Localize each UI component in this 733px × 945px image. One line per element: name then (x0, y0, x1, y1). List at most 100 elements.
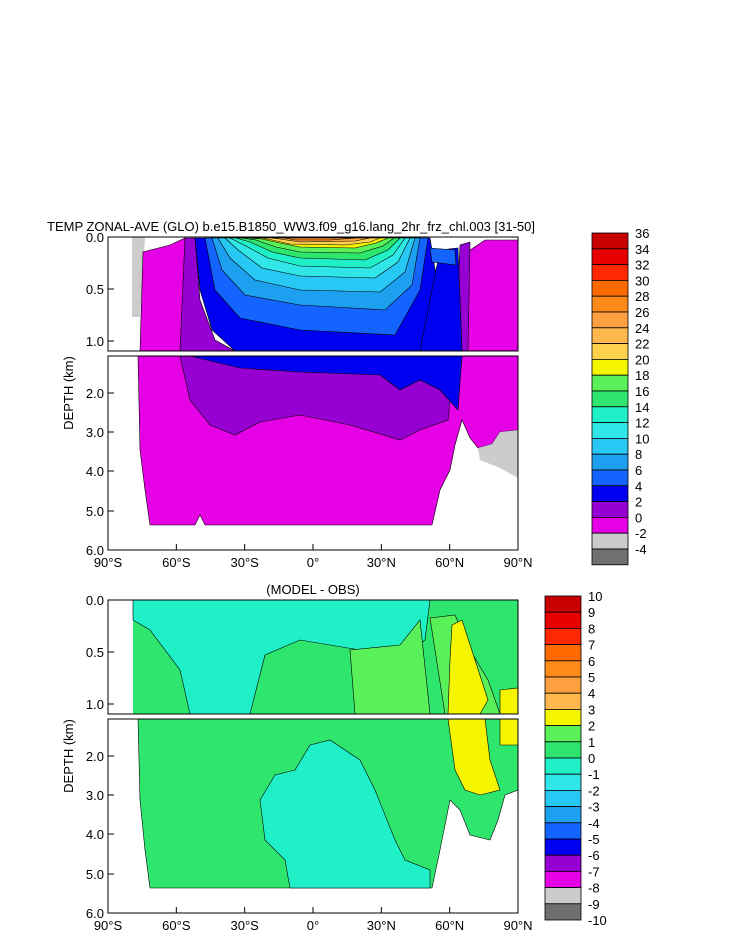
colorbar-swatch (591, 422, 629, 439)
colorbar-swatch (544, 773, 582, 791)
colorbar-swatch (591, 501, 629, 518)
colorbar-swatch (544, 790, 582, 808)
x-tick-label: 90°N (503, 555, 532, 570)
colorbar-label: 28 (635, 289, 649, 304)
colorbar-swatch (591, 548, 629, 566)
colorbar-label: 9 (588, 605, 595, 620)
y-tick-label: 2.0 (86, 749, 104, 764)
contour-band (189, 355, 463, 411)
colorbar-swatch (544, 887, 582, 905)
colorbar-swatch (544, 822, 582, 840)
colorbar-swatch (591, 279, 629, 297)
colorbar-label: 6 (635, 463, 642, 478)
colorbar-label: -6 (588, 848, 600, 863)
panel2-upper-frame (107, 599, 519, 715)
y-tick-label: 5.0 (86, 504, 104, 519)
x-tick-label: 30°N (367, 918, 396, 933)
panel1-upper-field (107, 236, 519, 352)
panel2-ylabel: DEPTH (km) (61, 719, 76, 793)
colorbar-swatch (591, 264, 629, 281)
colorbar-swatch (544, 757, 582, 775)
y-tick-label: 6.0 (86, 906, 104, 921)
colorbar-swatch (544, 611, 582, 629)
land-mask (478, 430, 518, 478)
panel1-axes: 90°S 60°S 30°S 0° 30°N 60°N 90°N 0.0 0.5 1.0 2.0 3.… (86, 230, 533, 570)
y-tick-label: 2.0 (86, 386, 104, 401)
colorbar-label: 22 (635, 337, 649, 352)
colorbar-label: -3 (588, 800, 600, 815)
panel1-lower-field (107, 355, 519, 551)
colorbar-swatch (544, 595, 582, 613)
colorbar-swatch (591, 437, 629, 455)
colorbar-swatch (544, 871, 582, 889)
colorbar-swatch (591, 453, 629, 471)
colorbar-swatch (591, 485, 629, 502)
contour-band (461, 239, 519, 352)
x-tick-label: 90°S (94, 555, 123, 570)
colorbar-label: 4 (588, 686, 595, 701)
colorbar-label: 30 (635, 273, 649, 288)
colorbar-swatch (544, 644, 582, 662)
colorbar-label: 12 (635, 416, 649, 431)
colorbar-swatch (544, 660, 582, 678)
y-tick-label: 4.0 (86, 827, 104, 842)
x-tick-label: 30°S (230, 555, 259, 570)
x-tick-label: 30°N (367, 555, 396, 570)
colorbar-label: -9 (588, 897, 600, 912)
colorbar-swatch (591, 517, 629, 534)
contour-band (429, 247, 457, 266)
colorbar-label: 34 (635, 242, 649, 257)
x-tick-label: 30°S (230, 918, 259, 933)
colorbar-label: -2 (588, 783, 600, 798)
colorbar-swatch (591, 406, 629, 423)
colorbar-label: -1 (588, 767, 600, 782)
panel2-upper-field (107, 599, 519, 715)
panel2-axes: 90°S 60°S 30°S 0° 30°N 60°N 90°N 0.0 0.5 1.0 2.0 3.… (86, 593, 533, 933)
y-tick-label: 0.0 (86, 593, 104, 608)
y-tick-label: 1.0 (86, 334, 104, 349)
contour-band (447, 718, 501, 796)
x-tick-label: 90°S (94, 918, 123, 933)
colorbar-swatch (591, 311, 629, 329)
colorbar-swatch (544, 709, 582, 727)
contour-band (284, 237, 356, 241)
contour-band (499, 718, 519, 746)
colorbar-swatch (544, 854, 582, 872)
y-tick-label: 3.0 (86, 788, 104, 803)
colorbar-label: -7 (588, 864, 600, 879)
colorbar-swatch (544, 806, 582, 824)
colorbar-swatch (544, 628, 582, 646)
colorbar-label: -4 (635, 542, 647, 557)
colorbar-label: -5 (588, 832, 600, 847)
colorbar-label: 2 (635, 495, 642, 510)
x-tick-label: 90°N (503, 918, 532, 933)
colorbar-label: 8 (635, 447, 642, 462)
x-tick-label: 60°S (162, 918, 191, 933)
x-tick-label: 60°N (435, 918, 464, 933)
colorbar-label: -8 (588, 881, 600, 896)
colorbar-label: 0 (635, 510, 642, 525)
contour-band (259, 739, 431, 889)
panel1-title: TEMP ZONAL-AVE (GLO) b.e15.B1850_WW3.f09… (47, 219, 535, 234)
colorbar-label: 26 (635, 305, 649, 320)
colorbar-swatch (591, 374, 629, 392)
colorbar-swatch (544, 692, 582, 710)
contour-band (499, 687, 519, 715)
contour-band (349, 619, 431, 715)
colorbar-swatch (544, 903, 582, 921)
colorbar-swatch (544, 725, 582, 743)
panel2-title: (MODEL - OBS) (266, 582, 359, 597)
colorbar-swatch (591, 469, 629, 487)
contour-band (447, 619, 489, 715)
colorbar-swatch (591, 532, 629, 550)
colorbar-label: -10 (588, 913, 607, 928)
panel2-lower-field (107, 718, 519, 914)
colorbar-label: 2 (588, 719, 595, 734)
y-tick-label: 0.5 (86, 282, 104, 297)
panel1-ylabel: DEPTH (km) (61, 356, 76, 430)
colorbar-label: 10 (588, 589, 602, 604)
colorbar-swatch (544, 741, 582, 759)
